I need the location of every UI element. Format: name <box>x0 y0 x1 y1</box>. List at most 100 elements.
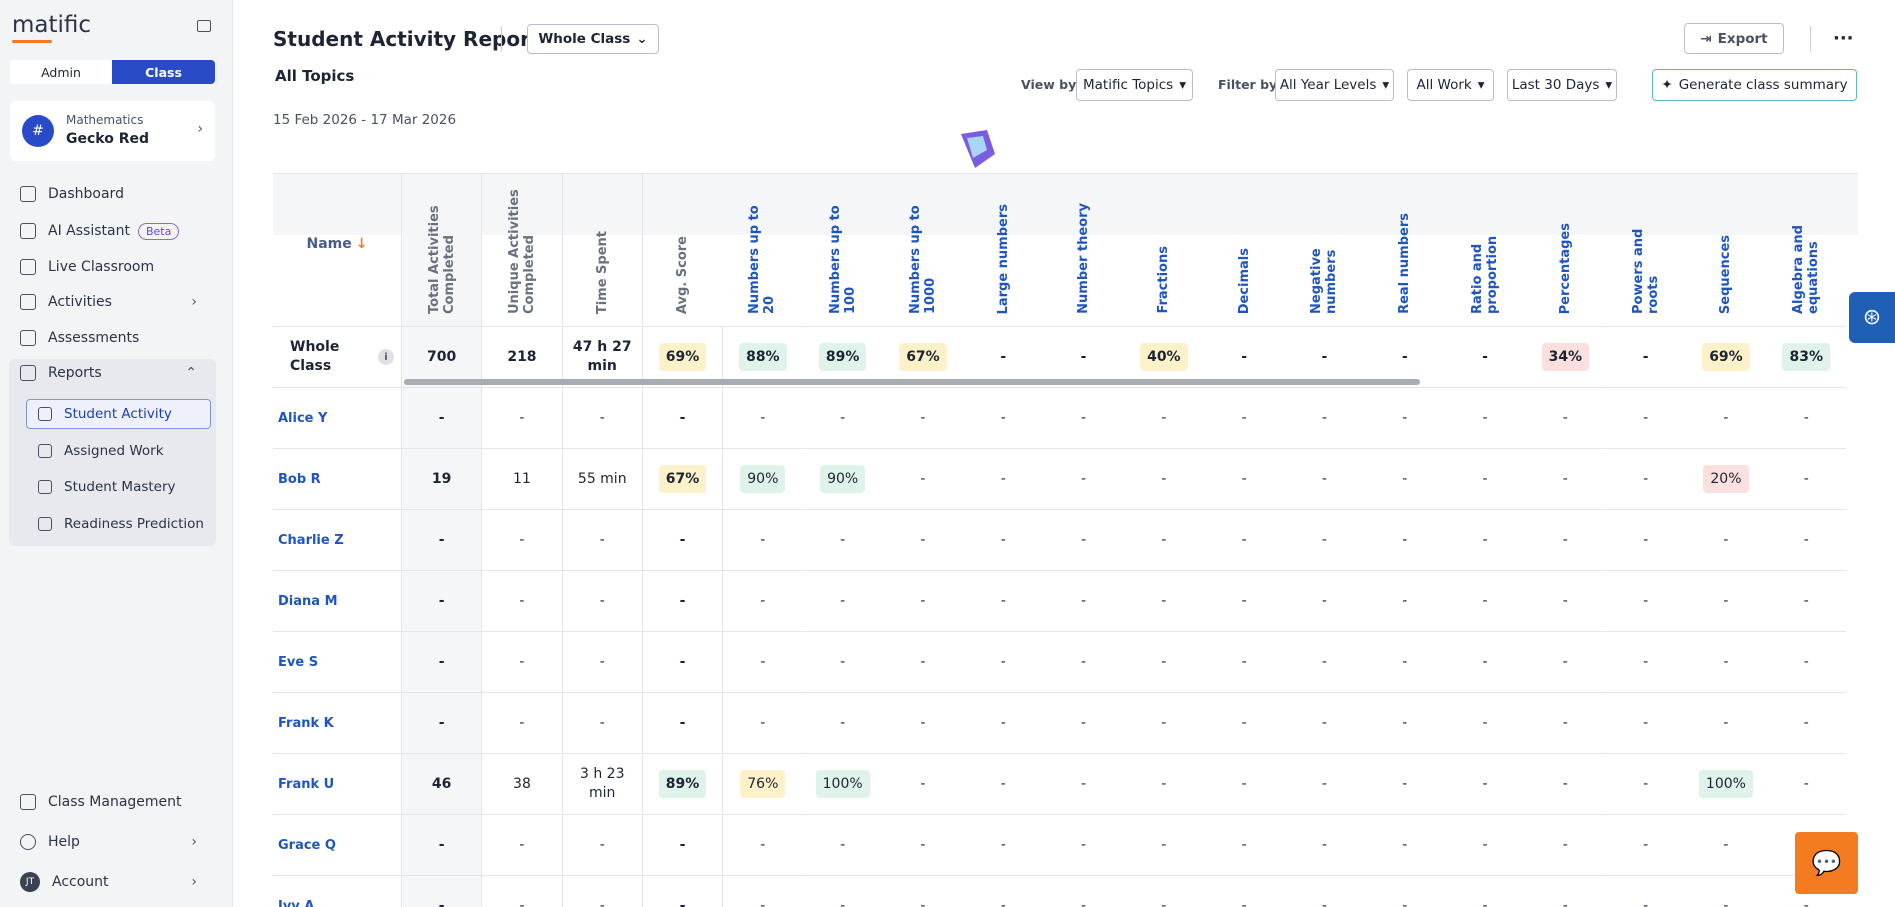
nav-item[interactable]: AI Assistant Beta <box>20 220 215 242</box>
reports-group <box>9 359 216 546</box>
sub-nav-item[interactable]: Readiness Prediction <box>26 509 211 539</box>
scrollbar[interactable] <box>404 379 1420 385</box>
column-header[interactable]: Large numbers <box>963 174 1044 327</box>
cell-text: - <box>760 410 766 426</box>
nav-item[interactable]: Class Management <box>20 791 215 813</box>
filter-dropdown[interactable]: Last 30 Days ▾ <box>1507 69 1617 101</box>
export-button[interactable]: ⇥ Export <box>1684 23 1784 54</box>
accessibility-button[interactable]: ⊛ <box>1849 292 1895 343</box>
column-header[interactable]: Avg. Score <box>641 174 723 327</box>
cell-text: - <box>1321 776 1327 792</box>
cell-text: - <box>1161 410 1167 426</box>
cell-text: - <box>1402 410 1408 426</box>
row-name[interactable]: Diana M <box>273 571 401 632</box>
chevron: › <box>191 294 197 310</box>
nav-item[interactable]: Live Classroom <box>20 256 215 278</box>
cell-text: - <box>1643 593 1649 609</box>
column-header[interactable]: Percentages <box>1525 174 1606 327</box>
row-name[interactable]: Eve S <box>273 632 401 693</box>
nav-label: Assessments <box>48 330 140 346</box>
caret: ▾ <box>1179 77 1186 93</box>
nav-item[interactable]: Assessments <box>20 327 215 349</box>
class-card[interactable]: # Mathematics Gecko Red › <box>10 101 215 161</box>
nav-item[interactable]: Help › <box>20 831 215 853</box>
table-cell: - <box>722 388 803 449</box>
column-header[interactable]: Fractions <box>1123 174 1204 327</box>
row-name[interactable]: Frank U <box>273 754 401 815</box>
group-dropdown[interactable]: Whole Class ⌄ <box>527 24 659 54</box>
column-header[interactable]: Number theory <box>1043 174 1124 327</box>
table-cell: - <box>641 876 722 907</box>
table-cell: 90% <box>802 449 883 510</box>
score-pill: 67% <box>658 465 707 493</box>
row-name: Whole Class i <box>273 327 401 388</box>
summary-button[interactable]: ✦ Generate class summary <box>1652 69 1857 101</box>
row-name[interactable]: Alice Y <box>273 388 401 449</box>
sub-nav-item[interactable]: Student Mastery <box>26 472 211 502</box>
cell-text: Frank U <box>278 776 335 792</box>
divider <box>1810 26 1811 52</box>
collapse-icon[interactable] <box>197 20 211 32</box>
admin-tab[interactable]: Admin <box>10 60 112 84</box>
cell-text: - <box>438 593 445 609</box>
table-cell: - <box>641 815 723 876</box>
cell-text: - <box>920 715 926 731</box>
table-cell: - <box>481 632 562 693</box>
sub-nav-item[interactable]: Student Activity <box>26 399 211 429</box>
column-header[interactable]: Powers and roots <box>1605 174 1686 327</box>
column-header[interactable]: Sequences <box>1685 174 1767 327</box>
table-cell: - <box>1284 815 1365 876</box>
sub-label: Student Mastery <box>64 479 176 495</box>
cell-text: - <box>679 898 686 907</box>
class-tab[interactable]: Class <box>112 60 215 84</box>
report-table: Name ↓ Total Activities Completed Unique Ac… <box>273 173 1858 907</box>
cell-text: Eve S <box>278 654 319 670</box>
table-cell: - <box>481 815 562 876</box>
table-cell: - <box>1685 632 1767 693</box>
cell-text: - <box>1803 776 1809 792</box>
table-cell: - <box>1685 510 1767 571</box>
nav-item[interactable]: JT Account › <box>20 871 215 893</box>
column-header[interactable]: Numbers up to 1000 <box>882 174 964 327</box>
column-header[interactable]: Real numbers <box>1364 174 1445 327</box>
column-header[interactable]: Numbers up to 100 <box>802 174 883 327</box>
cell-text: - <box>1803 593 1809 609</box>
chat-button[interactable]: 💬 <box>1795 832 1858 894</box>
nav-item[interactable]: Reports ⌃ <box>20 362 215 384</box>
table-cell: - <box>1365 876 1445 907</box>
column-header[interactable]: Name ↓ <box>273 174 401 327</box>
table-cell: - <box>722 693 803 754</box>
nav-item[interactable]: Activities › <box>20 291 215 313</box>
info-icon[interactable]: i <box>378 349 394 365</box>
sub-icon <box>38 407 52 421</box>
column-header[interactable]: Negative numbers <box>1284 174 1365 327</box>
filter-dropdown[interactable]: All Work ▾ <box>1407 69 1494 101</box>
column-header[interactable]: Algebra and equations <box>1766 174 1847 327</box>
table-cell: - <box>481 876 561 907</box>
table-cell: - <box>1444 388 1526 449</box>
score-pill: 88% <box>739 343 787 371</box>
view-by-dropdown[interactable]: Matific Topics ▾ <box>1076 69 1193 101</box>
column-header[interactable]: Numbers up to 20 <box>722 174 803 327</box>
filter-dropdown[interactable]: All Year Levels ▾ <box>1275 69 1394 101</box>
table-cell: - <box>1364 815 1445 876</box>
row-name[interactable]: Charlie Z <box>273 510 401 571</box>
column-header[interactable]: Ratio and proportion <box>1444 174 1526 327</box>
cell-text: - <box>1562 532 1568 548</box>
row-name[interactable]: Bob R <box>273 449 401 510</box>
column-header[interactable]: Time Spent <box>561 174 642 327</box>
cell-text: - <box>1402 898 1408 907</box>
column-header[interactable]: Decimals <box>1204 174 1285 327</box>
sub-nav-item[interactable]: Assigned Work <box>26 436 211 466</box>
cell-text: - <box>599 531 605 548</box>
table-cell: 100% <box>1685 754 1767 815</box>
row-name[interactable]: Ivy A <box>273 876 401 907</box>
cell-text: - <box>1081 471 1087 487</box>
nav-item[interactable]: Dashboard <box>20 183 215 205</box>
cell-text: - <box>1402 471 1408 487</box>
column-header[interactable]: Unique Activities Completed <box>481 174 562 327</box>
more-menu[interactable]: ··· <box>1833 28 1854 49</box>
row-name[interactable]: Grace Q <box>273 815 401 876</box>
row-name[interactable]: Frank K <box>273 693 401 754</box>
column-header[interactable]: Total Activities Completed <box>401 174 482 327</box>
